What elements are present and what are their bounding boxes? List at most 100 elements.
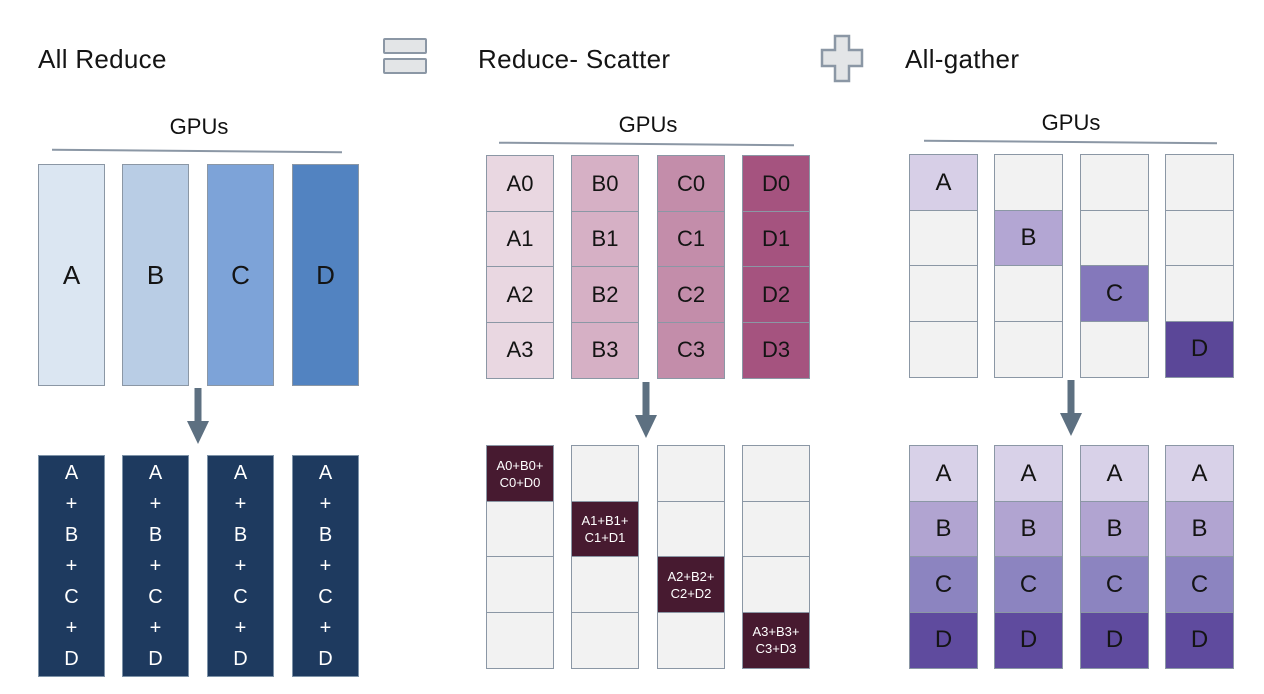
gather-result-column-1: A B C D (994, 445, 1063, 669)
chunk-cell: C1 (657, 210, 725, 268)
empty-cell (1165, 265, 1234, 322)
reduced-cell: A1+B1+ C1+D1 (571, 500, 639, 558)
shard-cell: D (1165, 320, 1234, 378)
result-column: A + B + C + D (207, 455, 274, 677)
chunk-cell: A0 (486, 155, 554, 212)
chunk-label: C0 (676, 170, 706, 196)
gathered-cell: D (1080, 611, 1149, 669)
empty-cell (571, 611, 639, 669)
scatter-result-column-1: A1+B1+ C1+D1 (571, 445, 639, 669)
gpus-label-all-reduce: GPUs (169, 114, 229, 139)
empty-cell (742, 500, 810, 558)
empty-cell (1080, 154, 1149, 211)
chunk-label: C3 (676, 337, 706, 362)
shard-cell: B (994, 209, 1063, 267)
chunk-cell: B3 (571, 321, 639, 379)
input-column-d: D (292, 164, 359, 386)
chunk-label: C1 (676, 226, 706, 251)
chunk-label: A3 (506, 337, 534, 362)
gather-result-column-2: A B C D (1080, 445, 1149, 669)
empty-cell (571, 445, 639, 502)
empty-cell (994, 265, 1063, 322)
reduced-cell: A2+B2+ C2+D2 (657, 556, 725, 613)
gathered-cell: D (909, 611, 978, 669)
shard-label: B (1020, 224, 1037, 251)
empty-cell (909, 209, 978, 267)
chunk-cell: A2 (486, 266, 554, 323)
result-column: A + B + C + D (292, 455, 359, 677)
gathered-label: A (1191, 459, 1208, 487)
down-arrow-icon (635, 382, 657, 438)
chunk-label: A1 (506, 226, 534, 251)
shard-label: D (1190, 335, 1209, 362)
gathered-label: D (1105, 626, 1124, 653)
sum-text: A + B + C + D (318, 461, 333, 670)
chunk-label: A0 (506, 170, 534, 196)
sum-text: A + B + C + D (233, 461, 248, 670)
equals-bar-bottom (383, 58, 427, 74)
equals-bar-top (383, 38, 427, 54)
gathered-label: C (1190, 570, 1209, 598)
reduced-cell: A3+B3+ C3+D3 (742, 611, 810, 669)
gathered-label: C (1105, 570, 1124, 598)
shard-label: A (935, 168, 952, 196)
empty-cell (994, 154, 1063, 211)
down-arrow-icon (1060, 380, 1082, 436)
empty-cell (1165, 154, 1234, 211)
chunk-cell: B2 (571, 266, 639, 323)
chunk-cell: B1 (571, 210, 639, 268)
chunk-cell: D2 (742, 266, 810, 323)
empty-cell (909, 320, 978, 378)
scatter-result-column-2: A2+B2+ C2+D2 (657, 445, 725, 669)
column-label: D (316, 259, 335, 290)
chunk-cell: D3 (742, 321, 810, 379)
gathered-cell: C (909, 556, 978, 613)
gathered-label: C (934, 570, 953, 598)
input-column-a: A (38, 164, 105, 386)
scatter-result-column-3: A3+B3+ C3+D3 (742, 445, 810, 669)
reduced-sum-label: A2+B2+ C2+D2 (667, 568, 715, 601)
title-reduce-scatter: Reduce- Scatter (478, 44, 671, 74)
gathered-cell: A (994, 445, 1063, 502)
column-label: A (62, 259, 81, 290)
chunk-label: B3 (591, 337, 619, 362)
column-label: B (146, 259, 165, 290)
reduced-cell: A0+B0+ C0+D0 (486, 445, 554, 502)
scatter-result-column-0: A0+B0+ C0+D0 (486, 445, 554, 669)
chunk-label: A2 (506, 281, 534, 307)
down-arrow-icon (187, 388, 209, 444)
input-chunk-column-b: B0 B1 B2 B3 (571, 155, 639, 379)
result-column: A + B + C + D (38, 455, 105, 677)
gpus-label-reduce-scatter: GPUs (618, 112, 678, 137)
empty-cell (994, 320, 1063, 378)
result-column: A + B + C + D (122, 455, 189, 677)
empty-cell (1165, 209, 1234, 267)
gathered-cell: C (1165, 556, 1234, 613)
chunk-label: D3 (761, 337, 791, 362)
gathered-label: A (1020, 459, 1037, 487)
sum-text: A + B + C + D (148, 461, 163, 670)
chunk-cell: A1 (486, 210, 554, 268)
gathered-label: A (935, 459, 952, 487)
chunk-cell: D0 (742, 155, 810, 212)
gpus-label-all-gather: GPUs (1041, 110, 1101, 135)
gather-input-column-3: D (1165, 154, 1234, 378)
gather-result-column-3: A B C D (1165, 445, 1234, 669)
reduced-sum-label: A1+B1+ C1+D1 (581, 513, 629, 545)
empty-cell (486, 500, 554, 558)
gathered-cell: D (994, 611, 1063, 669)
empty-cell (486, 611, 554, 669)
chunk-label: B0 (591, 170, 619, 196)
gathered-cell: B (1165, 500, 1234, 558)
gather-input-column-2: C (1080, 154, 1149, 378)
input-chunk-column-d: D0 D1 D2 D3 (742, 155, 810, 379)
gather-result-column-0: A B C D (909, 445, 978, 669)
empty-cell (657, 500, 725, 558)
input-column-b: B (122, 164, 189, 386)
empty-cell (571, 556, 639, 613)
gathered-cell: A (909, 445, 978, 502)
shard-label: C (1105, 279, 1124, 307)
chunk-cell: C3 (657, 321, 725, 379)
gathered-label: A (1106, 459, 1123, 487)
